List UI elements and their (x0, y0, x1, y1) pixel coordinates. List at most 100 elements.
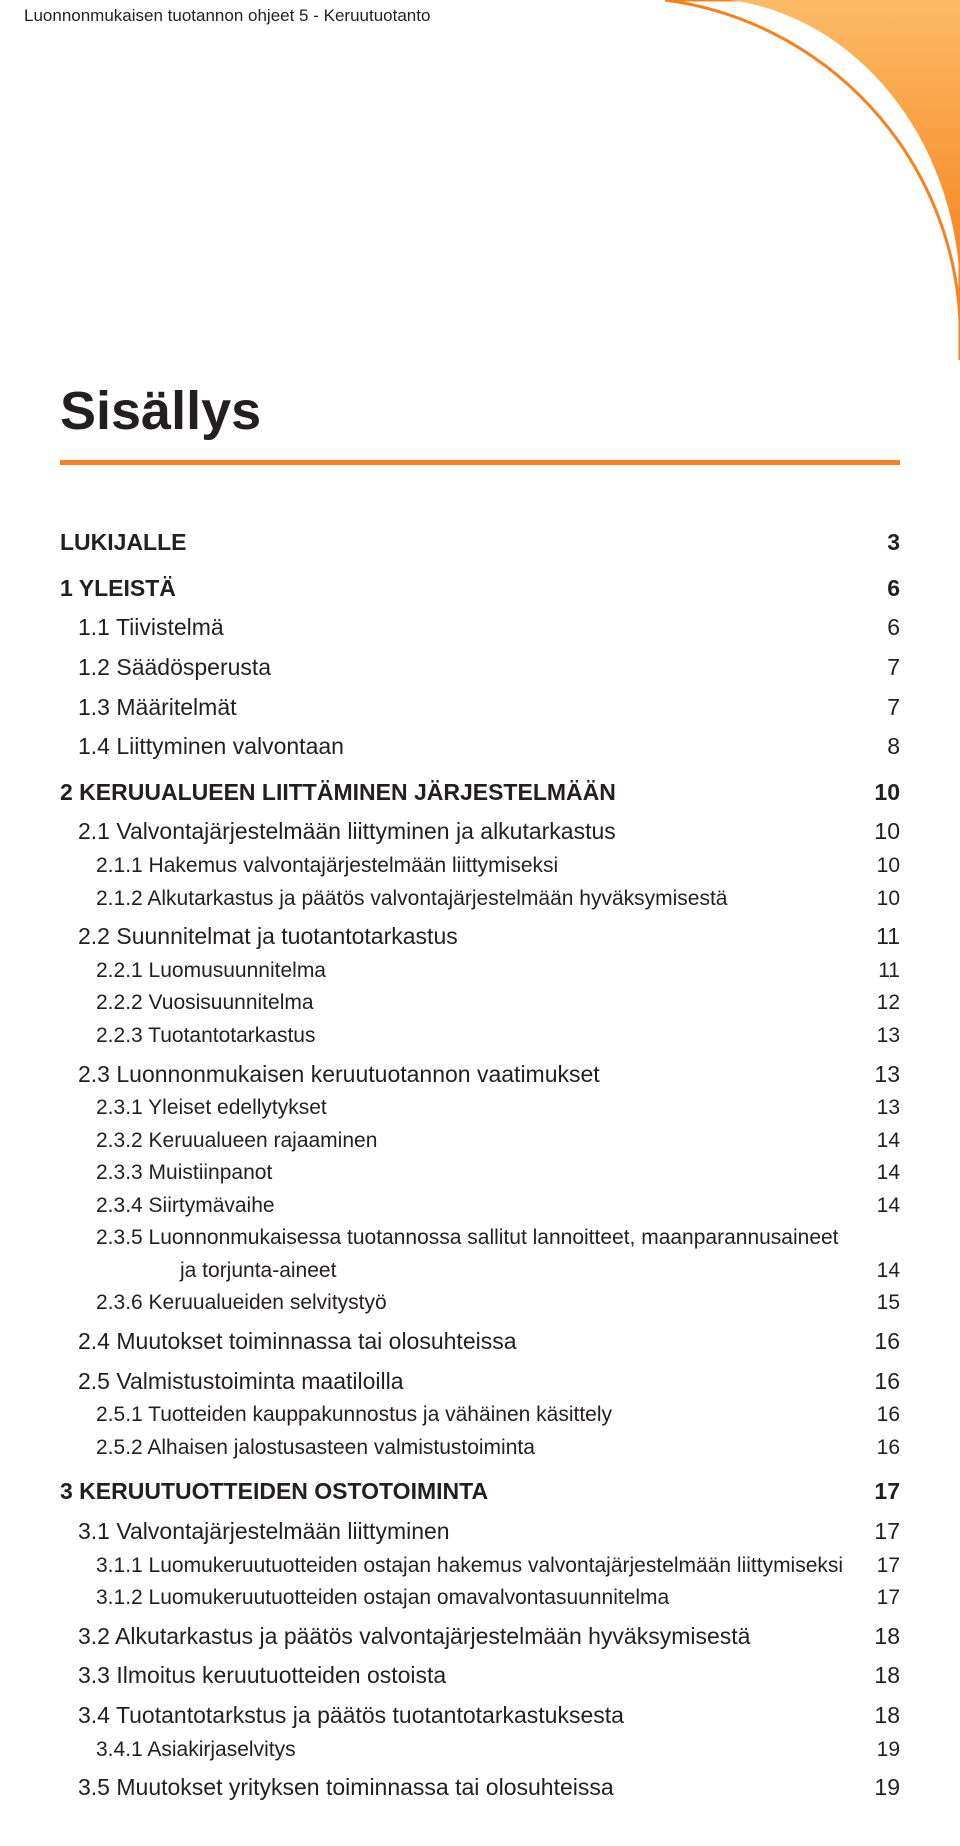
content-area: Sisällys LUKIJALLE31 YLEISTÄ61.1 Tiivist… (0, 0, 960, 1846)
toc-entry-page: 10 (870, 850, 900, 883)
toc-entry-page: 7 (870, 650, 900, 686)
toc-entry-label: 2.5.2 Alhaisen jalostusasteen valmistust… (60, 1432, 870, 1465)
toc-entry-label: 3 KERUUTUOTTEIDEN OSTOTOIMINTA (60, 1474, 870, 1510)
toc-entry-page: 14 (870, 1255, 900, 1288)
toc-entry-page: 16 (870, 1364, 900, 1400)
toc-entry: 2.5 Valmistustoiminta maatiloilla16 (60, 1364, 900, 1400)
toc-entry: 3.1.1 Luomukeruutuotteiden ostajan hakem… (60, 1550, 900, 1583)
toc-entry-label: 2.4 Muutokset toiminnassa tai olosuhteis… (60, 1324, 870, 1360)
toc-entry-page: 17 (870, 1550, 900, 1583)
toc-entry-page: 14 (870, 1190, 900, 1223)
toc-entry-label: 2.3.5 Luonnonmukaisessa tuotannossa sall… (60, 1222, 870, 1255)
toc-entry-page: 18 (870, 1658, 900, 1694)
toc-entry-label: 3.3 Ilmoitus keruutuotteiden ostoista (60, 1658, 870, 1694)
toc-entry: 3 KERUUTUOTTEIDEN OSTOTOIMINTA17 (60, 1474, 900, 1510)
toc-entry-label: 1 YLEISTÄ (60, 571, 870, 607)
toc-entry-page: 3 (870, 525, 900, 561)
toc-entry-page: 6 (870, 571, 900, 607)
toc-entry-page: 14 (870, 1125, 900, 1158)
toc-entry-page: 13 (870, 1092, 900, 1125)
toc-entry-label: 2.5.1 Tuotteiden kauppakunnostus ja vähä… (60, 1399, 870, 1432)
toc-entry-page: 8 (870, 729, 900, 765)
toc-entry: 1.1 Tiivistelmä6 (60, 610, 900, 646)
toc-entry-page: 11 (870, 919, 900, 955)
toc-entry-label: 2.2.3 Tuotantotarkastus (60, 1020, 870, 1053)
toc-entry-page: 17 (870, 1514, 900, 1550)
toc-entry-label: 1.2 Säädösperusta (60, 650, 870, 686)
table-of-contents: LUKIJALLE31 YLEISTÄ61.1 Tiivistelmä61.2 … (60, 525, 900, 1806)
toc-entry: 3.2 Alkutarkastus ja päätös valvontajärj… (60, 1619, 900, 1655)
toc-entry-label: 2.3.2 Keruualueen rajaaminen (60, 1125, 870, 1158)
toc-entry-page: 19 (870, 1770, 900, 1806)
toc-entry-label: 3.1 Valvontajärjestelmään liittyminen (60, 1514, 870, 1550)
toc-entry-label: ja torjunta-aineet (60, 1255, 870, 1288)
toc-entry: 2.3.5 Luonnonmukaisessa tuotannossa sall… (60, 1222, 900, 1255)
toc-entry: 2.3 Luonnonmukaisen keruutuotannon vaati… (60, 1057, 900, 1093)
toc-entry-page: 15 (870, 1287, 900, 1320)
toc-entry-label: 3.4 Tuotantotarkstus ja päätös tuotantot… (60, 1698, 870, 1734)
toc-entry: 2.1.1 Hakemus valvontajärjestelmään liit… (60, 850, 900, 883)
toc-entry-page: 18 (870, 1698, 900, 1734)
toc-entry: LUKIJALLE3 (60, 525, 900, 561)
toc-entry-label: 2.2.2 Vuosisuunnitelma (60, 987, 870, 1020)
toc-entry-page: 14 (870, 1157, 900, 1190)
toc-entry-page: 10 (870, 814, 900, 850)
toc-entry-page: 12 (870, 987, 900, 1020)
page-title: Sisällys (60, 380, 900, 442)
toc-entry: 2.2.3 Tuotantotarkastus13 (60, 1020, 900, 1053)
toc-entry-label: 3.1.2 Luomukeruutuotteiden ostajan omava… (60, 1582, 870, 1615)
toc-entry: 2 KERUUALUEEN LIITTÄMINEN JÄRJESTELMÄÄN1… (60, 775, 900, 811)
toc-entry: 3.3 Ilmoitus keruutuotteiden ostoista18 (60, 1658, 900, 1694)
toc-entry: 1.3 Määritelmät7 (60, 690, 900, 726)
toc-entry-label: 1.4 Liittyminen valvontaan (60, 729, 870, 765)
toc-entry-page: 19 (870, 1734, 900, 1767)
toc-entry: 2.2.1 Luomusuunnitelma11 (60, 955, 900, 988)
toc-entry: 2.3.3 Muistiinpanot14 (60, 1157, 900, 1190)
document-page: Luonnonmukaisen tuotannon ohjeet 5 - Ker… (0, 0, 960, 1846)
toc-entry-label: 2.3.1 Yleiset edellytykset (60, 1092, 870, 1125)
toc-entry-label: 3.4.1 Asiakirjaselvitys (60, 1734, 870, 1767)
toc-entry-page: 17 (870, 1582, 900, 1615)
toc-entry: 2.3.2 Keruualueen rajaaminen14 (60, 1125, 900, 1158)
toc-entry-page: 16 (870, 1324, 900, 1360)
toc-entry: ja torjunta-aineet14 (60, 1255, 900, 1288)
toc-entry-page: 16 (870, 1399, 900, 1432)
toc-entry-page: 18 (870, 1619, 900, 1655)
toc-entry-page: 13 (870, 1057, 900, 1093)
toc-entry-label: 3.2 Alkutarkastus ja päätös valvontajärj… (60, 1619, 870, 1655)
toc-entry-label: 2.3.4 Siirtymävaihe (60, 1190, 870, 1223)
toc-entry-label: 2.5 Valmistustoiminta maatiloilla (60, 1364, 870, 1400)
toc-entry: 3.4.1 Asiakirjaselvitys19 (60, 1734, 900, 1767)
toc-entry: 2.2 Suunnitelmat ja tuotantotarkastus11 (60, 919, 900, 955)
toc-entry-label: 2.1.1 Hakemus valvontajärjestelmään liit… (60, 850, 870, 883)
toc-entry-label: 1.3 Määritelmät (60, 690, 870, 726)
toc-entry-label: 3.5 Muutokset yrityksen toiminnassa tai … (60, 1770, 870, 1806)
toc-entry: 2.3.6 Keruualueiden selvitystyö15 (60, 1287, 900, 1320)
toc-entry: 3.1.2 Luomukeruutuotteiden ostajan omava… (60, 1582, 900, 1615)
toc-entry: 2.5.2 Alhaisen jalostusasteen valmistust… (60, 1432, 900, 1465)
toc-entry: 2.5.1 Tuotteiden kauppakunnostus ja vähä… (60, 1399, 900, 1432)
toc-entry-label: 2.3 Luonnonmukaisen keruutuotannon vaati… (60, 1057, 870, 1093)
toc-entry: 2.3.4 Siirtymävaihe14 (60, 1190, 900, 1223)
toc-entry: 2.1 Valvontajärjestelmään liittyminen ja… (60, 814, 900, 850)
toc-entry: 3.5 Muutokset yrityksen toiminnassa tai … (60, 1770, 900, 1806)
toc-entry: 3.4 Tuotantotarkstus ja päätös tuotantot… (60, 1698, 900, 1734)
toc-entry-page: 7 (870, 690, 900, 726)
toc-entry: 1.4 Liittyminen valvontaan8 (60, 729, 900, 765)
toc-entry: 2.3.1 Yleiset edellytykset13 (60, 1092, 900, 1125)
toc-entry-label: 2.2 Suunnitelmat ja tuotantotarkastus (60, 919, 870, 955)
toc-entry-label: 1.1 Tiivistelmä (60, 610, 870, 646)
toc-entry: 2.2.2 Vuosisuunnitelma12 (60, 987, 900, 1020)
toc-entry-label: 2.2.1 Luomusuunnitelma (60, 955, 870, 988)
toc-entry: 2.4 Muutokset toiminnassa tai olosuhteis… (60, 1324, 900, 1360)
toc-entry-label: 2 KERUUALUEEN LIITTÄMINEN JÄRJESTELMÄÄN (60, 775, 870, 811)
toc-entry-page: 6 (870, 610, 900, 646)
toc-entry: 2.1.2 Alkutarkastus ja päätös valvontajä… (60, 883, 900, 916)
toc-entry: 1 YLEISTÄ6 (60, 571, 900, 607)
toc-entry-label: 3.1.1 Luomukeruutuotteiden ostajan hakem… (60, 1550, 870, 1583)
toc-entry-label: LUKIJALLE (60, 525, 870, 561)
toc-entry-page: 10 (870, 775, 900, 811)
title-rule (60, 460, 900, 465)
toc-entry-label: 2.3.6 Keruualueiden selvitystyö (60, 1287, 870, 1320)
toc-entry-label: 2.3.3 Muistiinpanot (60, 1157, 870, 1190)
